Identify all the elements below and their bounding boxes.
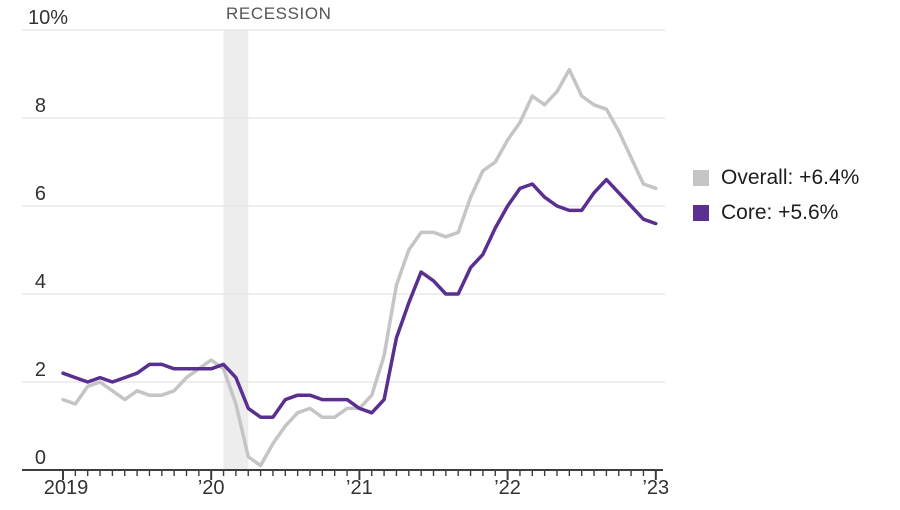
y-axis-tick-label: 4 bbox=[35, 271, 46, 293]
y-axis-tick-label: 6 bbox=[35, 183, 46, 205]
core-series-label: Core: +5.6% bbox=[721, 200, 839, 224]
core-line bbox=[61, 177, 658, 419]
y-axis-tick-label: 10% bbox=[28, 7, 68, 29]
x-axis-tick-label: ’23 bbox=[642, 477, 669, 499]
y-axis-tick-label: 2 bbox=[35, 359, 46, 381]
overall-series-swatch bbox=[693, 169, 709, 186]
recession-annotation-label: RECESSION bbox=[226, 4, 332, 23]
x-axis-tick-label: 2019 bbox=[44, 477, 89, 499]
overall-series-label: Overall: +6.4% bbox=[721, 165, 860, 189]
x-axis-tick-label: ’21 bbox=[346, 477, 373, 499]
x-axis-tick-label: ’22 bbox=[494, 477, 521, 499]
overall-line bbox=[61, 67, 658, 468]
core-series-swatch bbox=[693, 204, 709, 221]
legend-item-overall: Overall: +6.4% bbox=[693, 160, 859, 195]
y-axis-tick-label: 0 bbox=[35, 447, 46, 469]
x-axis-tick-label: ’20 bbox=[198, 477, 225, 499]
chart-legend: Overall: +6.4% Core: +5.6% bbox=[693, 160, 859, 230]
y-axis-tick-label: 8 bbox=[35, 95, 46, 117]
legend-item-core: Core: +5.6% bbox=[693, 195, 859, 230]
